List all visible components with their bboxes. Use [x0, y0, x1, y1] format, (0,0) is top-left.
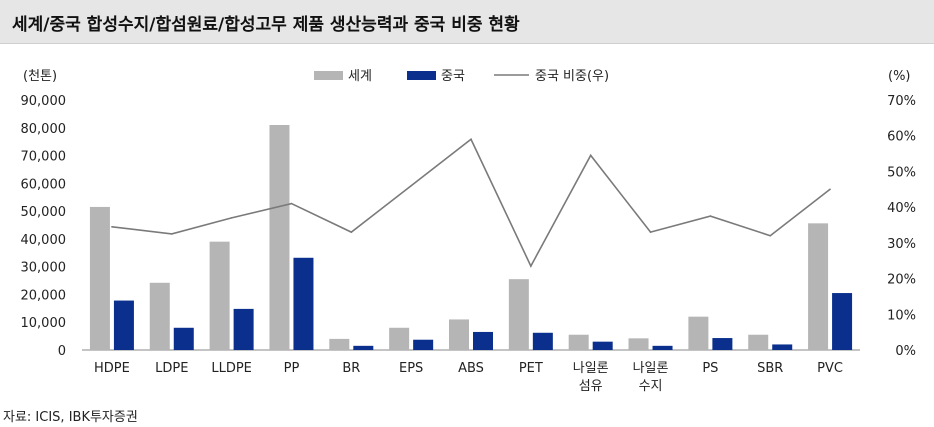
- line-point: [649, 231, 652, 233]
- bar-world: [329, 338, 350, 350]
- y-right-tick: 20%: [887, 273, 916, 288]
- line-point: [709, 215, 712, 217]
- x-tick-label: BR: [342, 361, 360, 376]
- line-point: [589, 154, 592, 157]
- y-left-unit: (천톤): [23, 69, 57, 84]
- chart-title: 세계/중국 합성수지/합섬원료/합성고무 제품 생산능력과 중국 비중 현황: [12, 15, 520, 35]
- bar-world: [389, 327, 410, 350]
- bar-china: [532, 332, 553, 350]
- x-tick-label: PVC: [817, 361, 843, 376]
- bar-china: [353, 345, 374, 350]
- y-left-tick: 40,000: [21, 233, 67, 248]
- y-left-tick: 10,000: [21, 316, 67, 331]
- bar-world: [508, 279, 529, 350]
- bar-world: [89, 206, 110, 350]
- bar-china: [712, 338, 733, 350]
- line-point: [111, 225, 113, 228]
- legend-label-share: 중국 비중(우): [535, 69, 609, 84]
- bar-china: [113, 300, 134, 350]
- line-point: [170, 233, 173, 235]
- y-right-tick: 50%: [887, 165, 916, 180]
- x-tick-label: 나일론: [633, 361, 669, 376]
- x-tick-label: LLDPE: [211, 361, 252, 376]
- bar-china: [293, 257, 314, 350]
- bar-world: [628, 338, 649, 350]
- x-tick-label: LDPE: [155, 361, 188, 376]
- bar-world: [209, 241, 230, 350]
- y-right-tick: 60%: [887, 130, 916, 145]
- x-tick-label: HDPE: [94, 361, 130, 376]
- x-tick-label: 섬유: [579, 379, 603, 394]
- bar-world: [808, 223, 829, 350]
- x-tick-label: 수지: [639, 379, 663, 394]
- x-tick-label: EPS: [399, 361, 423, 376]
- title-bar: 세계/중국 합성수지/합섬원료/합성고무 제품 생산능력과 중국 비중 현황: [0, 0, 934, 44]
- x-tick-label: PP: [284, 361, 300, 376]
- line-point: [290, 202, 293, 205]
- y-left-tick: 90,000: [21, 94, 67, 109]
- y-right-unit: (%): [888, 69, 911, 84]
- line-point: [410, 184, 412, 187]
- bar-world: [149, 282, 170, 350]
- line-point: [530, 265, 532, 267]
- bar-china: [832, 293, 853, 350]
- line-point: [350, 231, 353, 233]
- y-right-tick: 70%: [887, 94, 916, 109]
- x-tick-label: ABS: [458, 361, 484, 376]
- x-tick-label: 나일론: [573, 361, 609, 376]
- bar-world: [269, 125, 290, 350]
- x-tick-label: PS: [702, 361, 718, 376]
- bar-world: [688, 316, 709, 350]
- bar-china: [473, 331, 493, 350]
- y-left-tick: 20,000: [21, 288, 67, 303]
- bar-china: [413, 339, 434, 350]
- bar-china: [772, 344, 793, 350]
- bar-china: [173, 327, 194, 350]
- y-left-tick: 60,000: [21, 177, 67, 192]
- bar-world: [449, 319, 469, 350]
- y-right-tick: 30%: [887, 237, 916, 252]
- line-point: [470, 138, 472, 141]
- line-point: [769, 234, 772, 237]
- y-right-tick: 0%: [895, 344, 916, 359]
- y-left-tick: 80,000: [21, 122, 67, 137]
- bar-china: [592, 341, 613, 350]
- y-left-tick: 0: [58, 344, 66, 359]
- source-note: 자료: ICIS, IBK투자증권: [3, 410, 138, 425]
- legend-swatch-world: [314, 71, 343, 80]
- bar-world: [568, 334, 589, 350]
- bar-china: [652, 345, 673, 350]
- bar-china: [233, 308, 254, 350]
- line-point: [829, 188, 831, 191]
- legend-label-world: 세계: [348, 69, 372, 84]
- y-right-tick: 10%: [887, 308, 916, 323]
- y-right-tick: 40%: [887, 201, 916, 216]
- y-left-tick: 30,000: [21, 261, 67, 276]
- legend-label-china: 중국: [441, 69, 465, 84]
- y-left-tick: 50,000: [21, 205, 67, 220]
- line-point: [230, 217, 233, 219]
- x-tick-label: SBR: [757, 361, 783, 376]
- legend-swatch-china: [407, 71, 436, 80]
- bar-world: [748, 334, 769, 350]
- y-left-tick: 70,000: [21, 150, 67, 165]
- x-tick-label: PET: [519, 361, 543, 376]
